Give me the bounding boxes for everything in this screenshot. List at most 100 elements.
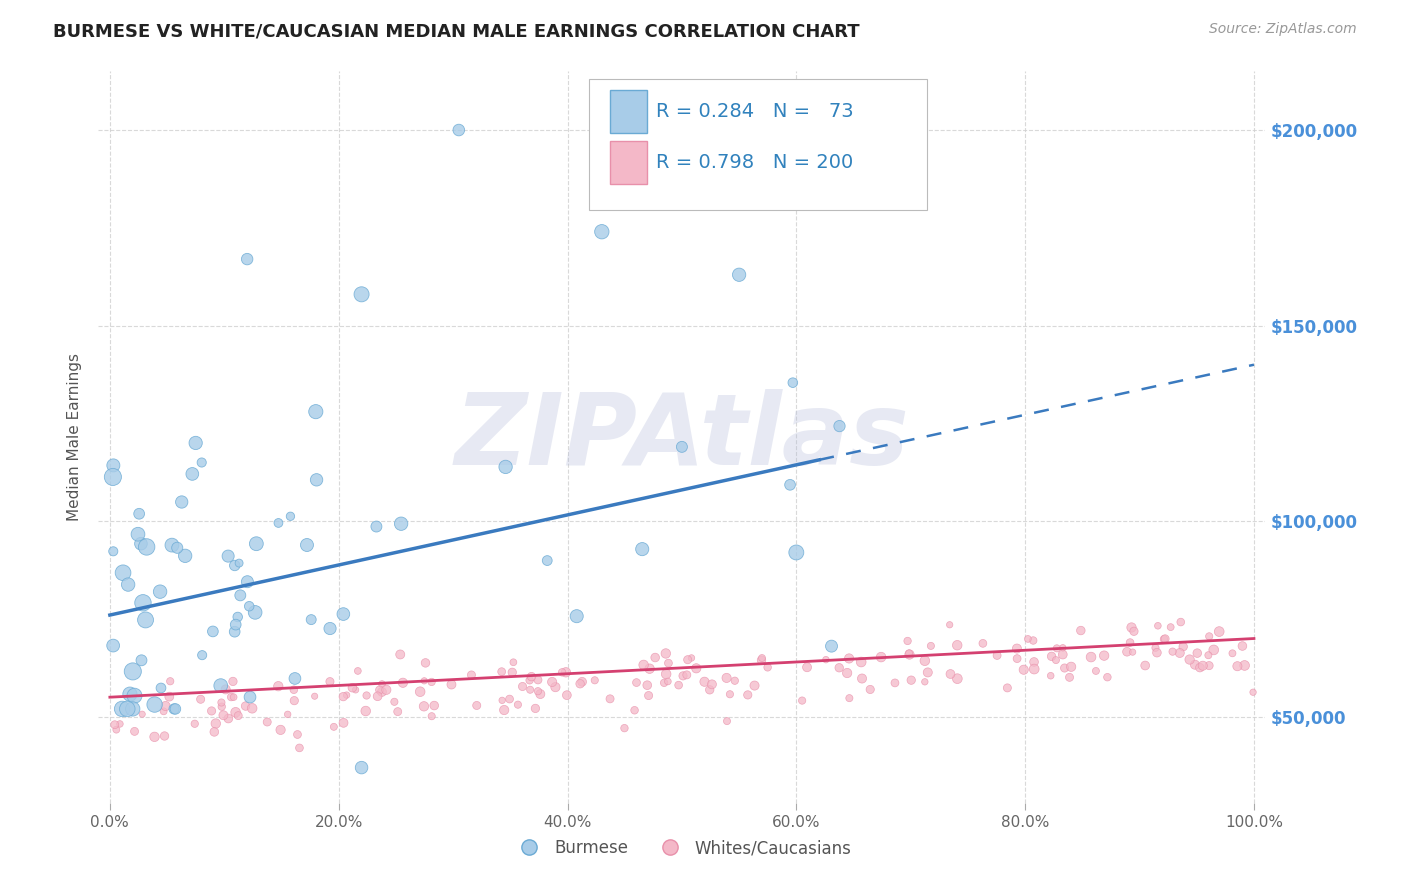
Point: [519, 673, 541, 688]
Point: [347, 664, 370, 678]
Point: [420, 709, 443, 723]
Point: [344, 682, 367, 697]
Point: [1040, 649, 1063, 664]
Point: [103, 544, 125, 558]
Point: [382, 695, 405, 709]
Point: [135, 613, 157, 627]
Point: [681, 651, 703, 665]
Point: [675, 668, 697, 682]
Point: [423, 698, 446, 713]
Point: [785, 545, 807, 559]
Point: [716, 714, 738, 728]
Point: [541, 675, 564, 690]
Point: [527, 684, 550, 698]
Point: [332, 715, 354, 730]
Point: [914, 674, 936, 689]
Point: [304, 690, 326, 704]
Point: [946, 672, 969, 686]
Point: [898, 646, 921, 660]
Point: [551, 665, 574, 680]
Point: [655, 667, 678, 681]
Point: [211, 699, 233, 714]
Point: [529, 687, 551, 701]
Point: [828, 661, 851, 675]
Point: [1233, 658, 1256, 673]
Point: [838, 651, 860, 665]
Point: [1147, 619, 1170, 633]
Point: [332, 690, 354, 704]
FancyBboxPatch shape: [610, 90, 647, 133]
Point: [160, 538, 183, 552]
Point: [219, 690, 242, 704]
Point: [756, 660, 779, 674]
Point: [1070, 624, 1092, 638]
Point: [117, 702, 139, 716]
Point: [512, 680, 534, 694]
Point: [226, 610, 249, 624]
Point: [243, 606, 266, 620]
Point: [820, 639, 842, 653]
Point: [387, 705, 409, 719]
Point: [995, 681, 1018, 695]
Point: [1123, 624, 1146, 639]
Point: [366, 519, 388, 533]
Point: [676, 653, 699, 667]
Point: [127, 527, 149, 541]
Point: [245, 537, 267, 551]
Point: [413, 699, 436, 714]
Point: [494, 703, 516, 717]
Point: [796, 660, 818, 674]
Point: [1122, 645, 1144, 659]
Point: [1039, 669, 1062, 683]
Point: [229, 588, 252, 602]
Point: [124, 689, 146, 703]
Point: [1022, 655, 1045, 669]
Point: [1184, 657, 1206, 672]
Point: [409, 684, 432, 698]
Point: [814, 653, 837, 667]
Point: [506, 698, 529, 712]
Point: [1160, 620, 1182, 634]
Point: [305, 473, 328, 487]
Legend: Burmese, Whites/Caucasians: Burmese, Whites/Caucasians: [506, 832, 858, 864]
Point: [536, 553, 558, 567]
Point: [157, 690, 180, 704]
Point: [851, 655, 873, 669]
Point: [685, 661, 707, 675]
Point: [1121, 620, 1143, 634]
Point: [897, 634, 920, 648]
Point: [224, 558, 246, 573]
Point: [716, 671, 738, 685]
Text: BURMESE VS WHITE/CAUCASIAN MEDIAN MALE EARNINGS CORRELATION CHART: BURMESE VS WHITE/CAUCASIAN MEDIAN MALE E…: [53, 22, 860, 40]
Point: [202, 725, 225, 739]
Point: [135, 540, 157, 554]
Point: [1005, 651, 1028, 665]
Point: [322, 720, 344, 734]
Point: [165, 702, 187, 716]
Point: [655, 647, 678, 661]
Point: [1017, 632, 1039, 646]
Point: [336, 688, 359, 702]
Point: [267, 516, 290, 530]
Point: [159, 674, 181, 689]
Point: [920, 639, 942, 653]
Point: [583, 673, 606, 688]
Point: [591, 225, 613, 239]
Point: [288, 740, 311, 755]
Point: [718, 687, 741, 701]
Point: [101, 639, 124, 653]
Text: ZIPAtlas: ZIPAtlas: [454, 389, 910, 485]
Point: [389, 648, 412, 662]
Point: [121, 702, 143, 716]
Point: [295, 538, 318, 552]
Point: [1188, 660, 1211, 674]
Point: [626, 675, 648, 690]
Point: [368, 683, 391, 698]
Point: [200, 704, 222, 718]
Point: [672, 669, 695, 683]
Point: [1191, 658, 1213, 673]
Point: [240, 701, 263, 715]
Point: [128, 507, 150, 521]
Point: [636, 678, 658, 692]
Point: [420, 675, 443, 690]
